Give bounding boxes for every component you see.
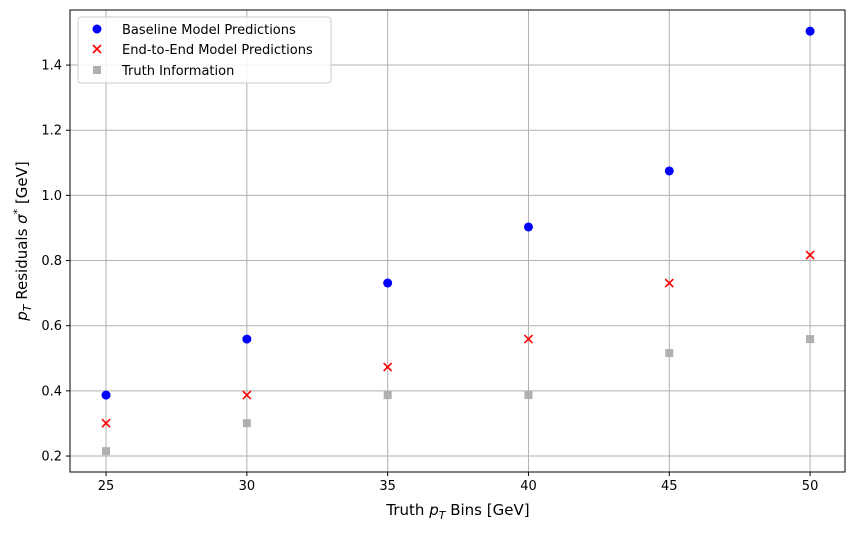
- y-tick-label: 1.2: [41, 124, 62, 139]
- x-stroke: [242, 390, 252, 400]
- truth-point: [242, 419, 251, 428]
- legend-box: [77, 16, 332, 84]
- x-tick-label: 35: [379, 479, 396, 494]
- x-tick-label: 50: [802, 479, 819, 494]
- baseline-point: [242, 334, 252, 344]
- legend-marker-baseline: [92, 24, 102, 34]
- y-tick-label: 0.4: [41, 384, 62, 399]
- ticks: 25 30 35 40 45 50 0.2 0.4 0.6 0.8 1.0 1.2 1.4: [41, 59, 818, 494]
- y-tick-label: 0.8: [41, 254, 62, 269]
- x-tick-label: 30: [239, 479, 256, 494]
- end-to-end-point: [523, 334, 534, 344]
- legend-label-truth: Truth Information: [121, 64, 234, 79]
- x-tick-label: 25: [98, 479, 115, 494]
- truth-point: [665, 349, 674, 358]
- baseline-point: [383, 278, 393, 288]
- truth-point: [102, 447, 111, 456]
- end-to-end-point: [101, 418, 111, 428]
- x-stroke: [383, 362, 393, 372]
- x-tick-label: 45: [661, 479, 678, 494]
- y-tick-label: 1.0: [41, 189, 62, 204]
- grid: [70, 10, 845, 472]
- x-stroke: [101, 418, 111, 428]
- x-stroke: [664, 278, 674, 288]
- plot-frame: [69, 9, 846, 473]
- legend-marker-end-to-end: [92, 44, 102, 54]
- x-stroke: [805, 250, 815, 260]
- end-to-end-point: [383, 362, 393, 372]
- legend-label-baseline: Baseline Model Predictions: [122, 23, 296, 38]
- y-axis-label: pT Residuals σ* [GeV]: [11, 161, 34, 322]
- truth-point: [524, 391, 533, 400]
- baseline-point: [805, 26, 815, 36]
- truth-point: [806, 335, 815, 344]
- legend: Baseline Model Predictions End-to-End Mo…: [77, 16, 332, 84]
- baseline-point: [523, 222, 533, 232]
- y-tick-label: 0.2: [41, 450, 62, 465]
- x-stroke: [523, 334, 534, 344]
- end-to-end-point: [805, 250, 815, 260]
- end-to-end-point: [242, 390, 252, 400]
- y-tick-label: 0.6: [41, 319, 62, 334]
- truth-point: [383, 391, 392, 400]
- data-points: [101, 26, 815, 456]
- x-axis-label: Truth pT Bins [GeV]: [385, 501, 529, 522]
- y-tick-label: 1.4: [41, 59, 62, 74]
- legend-label-end-to-end: End-to-End Model Predictions: [122, 43, 313, 58]
- legend-marker-truth: [93, 66, 101, 74]
- end-to-end-point: [664, 278, 674, 288]
- baseline-point: [101, 390, 111, 400]
- baseline-point: [664, 166, 674, 176]
- x-tick-label: 40: [520, 479, 537, 494]
